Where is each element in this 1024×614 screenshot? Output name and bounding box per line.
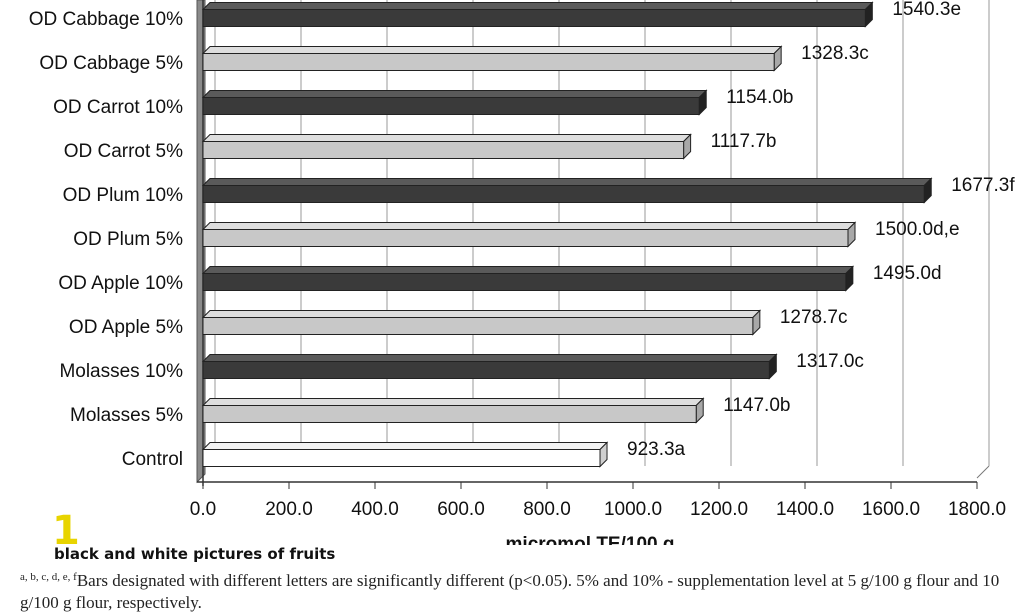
bar (202, 141, 685, 159)
x-tick-label: 1000.0 (604, 499, 662, 520)
bar (202, 229, 849, 247)
category-label: OD Plum 5% (73, 229, 183, 250)
value-label: 1117.7b (711, 131, 777, 152)
value-label: 1147.0b (723, 395, 790, 416)
bar (202, 317, 754, 335)
bar-top (201, 90, 708, 98)
value-label: 1677.3f (951, 175, 1015, 196)
floor-edge (976, 465, 990, 479)
watermark-text: black and white pictures of fruits (54, 545, 336, 563)
x-tick-label: 600.0 (437, 499, 485, 520)
bar-top (201, 354, 778, 362)
category-label: Molasses 10% (59, 361, 183, 382)
value-label: 1328.3c (801, 43, 869, 64)
category-label: OD Carrot 5% (64, 141, 183, 162)
value-label: 1317.0c (796, 351, 864, 372)
category-label: Molasses 5% (70, 405, 183, 426)
bar (202, 53, 775, 71)
bar (202, 97, 700, 115)
value-label: 1500.0d,e (875, 219, 960, 240)
watermark-digit: 1 (52, 508, 80, 554)
x-tick-label: 1200.0 (690, 499, 748, 520)
value-label: 1540.3e (892, 0, 961, 20)
bar-top (201, 134, 692, 142)
x-axis-label: micromol TE/100 g (506, 534, 675, 545)
category-label: OD Carrot 10% (53, 97, 183, 118)
bar (202, 405, 697, 423)
category-label: OD Plum 10% (63, 185, 183, 206)
category-label: OD Cabbage 10% (29, 9, 183, 30)
bar-top (201, 398, 705, 406)
bar (202, 361, 770, 379)
bar-top (201, 266, 855, 274)
value-label: 923.3a (627, 439, 686, 460)
x-tick-label: 1600.0 (862, 499, 920, 520)
x-tick-label: 0.0 (190, 499, 216, 520)
category-label: OD Apple 5% (69, 317, 183, 338)
bar (202, 273, 847, 291)
x-tick-label: 400.0 (351, 499, 399, 520)
x-tick-label: 1800.0 (948, 499, 1006, 520)
bar (202, 9, 866, 27)
footnote-superscript: a, b, c, d, e, f (20, 571, 77, 583)
bar (202, 449, 601, 467)
bar-top (201, 178, 933, 186)
value-label: 1154.0b (726, 87, 793, 108)
category-label: OD Cabbage 5% (39, 53, 183, 74)
bar (202, 185, 925, 203)
footnote: a, b, c, d, e, fBars designated with dif… (20, 566, 1020, 614)
x-tick-label: 800.0 (523, 499, 571, 520)
bar-top (201, 222, 857, 230)
bar-top (201, 2, 874, 10)
x-tick-label: 200.0 (265, 499, 313, 520)
x-tick-label: 1400.0 (776, 499, 834, 520)
bar-top (201, 46, 783, 54)
bar-top (201, 310, 762, 318)
value-label: 1495.0d (873, 263, 942, 284)
bar-top (201, 442, 609, 450)
footnote-text: Bars designated with different letters a… (20, 571, 1000, 612)
value-label: 1278.7c (780, 307, 848, 328)
category-label: Control (122, 449, 183, 470)
bar-chart: 0.0 200.0 400.0 600.0 800.0 1000.0 1200.0 1400.… (29, 0, 1015, 545)
category-label: OD Apple 10% (58, 273, 183, 294)
